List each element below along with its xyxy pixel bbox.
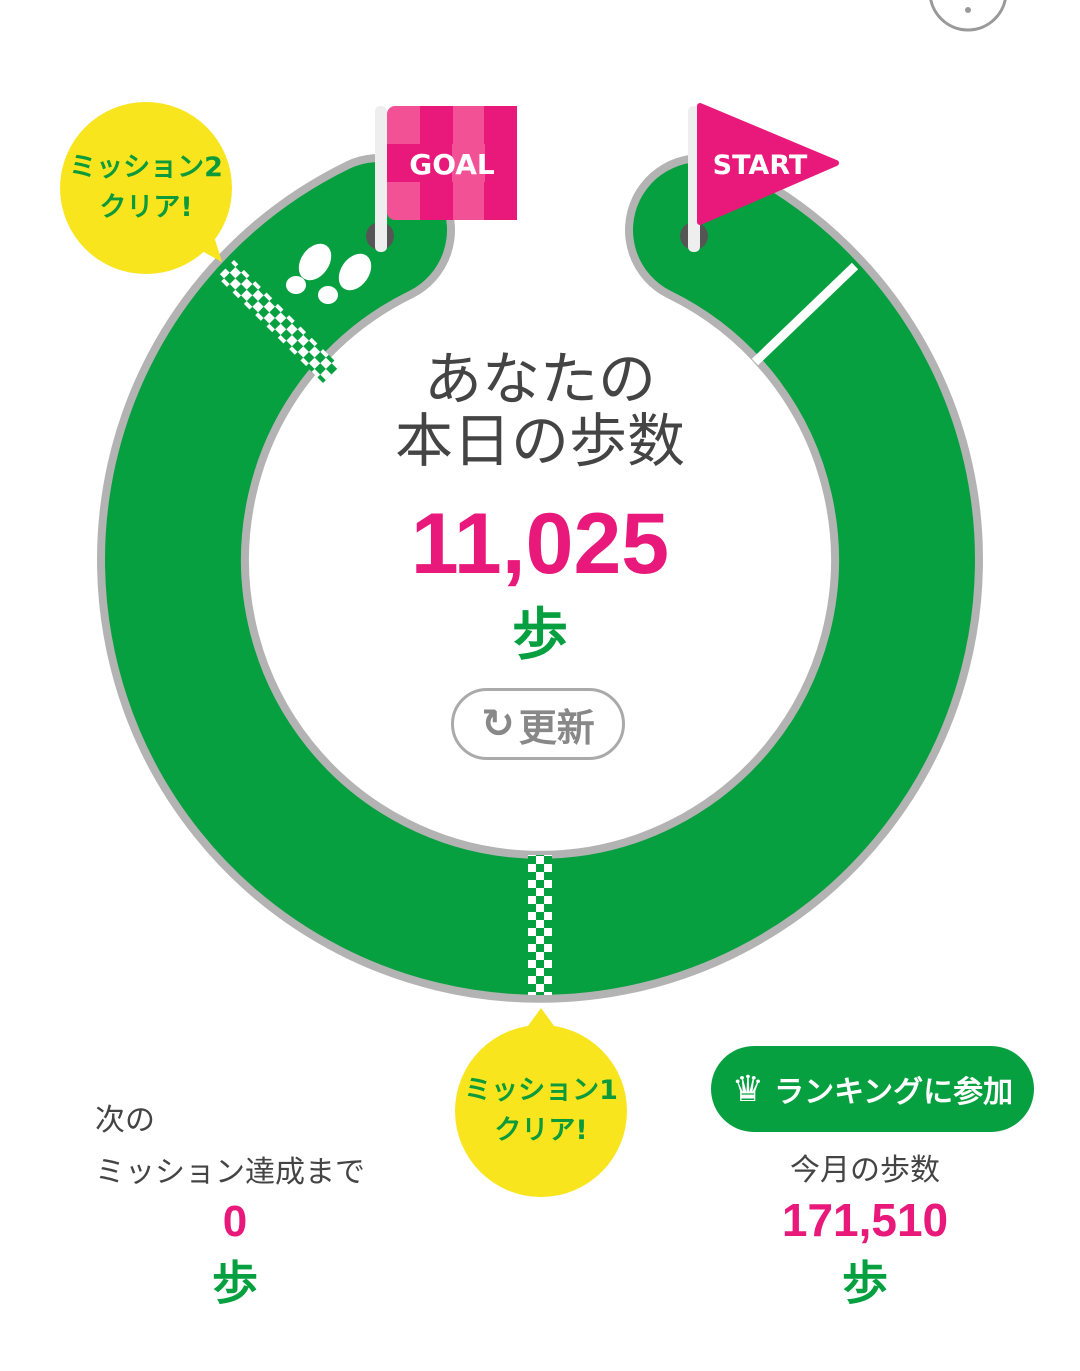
section-line — [751, 262, 859, 366]
mission2-cleared-badge: ミッション2 クリア! — [60, 102, 232, 274]
today-title: あなたの 本日の歩数 — [340, 348, 740, 472]
mission1-line — [528, 855, 552, 995]
month-steps: 171,510 — [781, 1194, 949, 1246]
help-icon[interactable] — [929, 0, 1007, 32]
month-steps-unit: 歩 — [842, 1256, 888, 1310]
crown-icon: ♛ — [731, 1068, 765, 1110]
today-steps-unit: 歩 — [512, 603, 568, 668]
next-label-line2: ミッション達成まで — [95, 1155, 365, 1190]
start-label: START — [713, 150, 808, 181]
refresh-label: 更新 — [518, 705, 595, 750]
badge-line: クリア! — [494, 1115, 588, 1146]
refresh-button[interactable]: ↻ 更新 — [451, 688, 625, 760]
goal-flag: GOAL — [366, 106, 517, 252]
refresh-icon: ↻ — [481, 701, 515, 747]
mission2-line — [217, 260, 341, 384]
title-line: 本日の歩数 — [394, 407, 685, 475]
monthly-steps-panel: 今月の歩数 171,510 歩 — [730, 1145, 1000, 1313]
badge-line: ミッション2 — [69, 152, 223, 183]
goal-label: GOAL — [409, 148, 495, 181]
title-line: あなたの — [423, 345, 656, 413]
footprints-icon — [286, 243, 372, 304]
join-ranking-button[interactable]: ♛ ランキングに参加 — [711, 1046, 1034, 1132]
ranking-label: ランキングに参加 — [774, 1075, 1014, 1110]
start-flag: START — [680, 103, 839, 252]
next-label-line1: 次の — [95, 1103, 155, 1138]
mission1-cleared-badge: ミッション1 クリア! — [455, 1025, 627, 1197]
today-steps: 11,025 — [410, 496, 670, 592]
badge-line: ミッション1 — [464, 1075, 618, 1106]
badge-line: クリア! — [99, 192, 193, 223]
next-mission-panel: 次の ミッション達成まで 0 歩 — [95, 1095, 395, 1313]
next-remaining-steps: 0 — [222, 1197, 248, 1246]
month-label: 今月の歩数 — [790, 1153, 940, 1188]
next-steps-unit: 歩 — [212, 1256, 258, 1310]
